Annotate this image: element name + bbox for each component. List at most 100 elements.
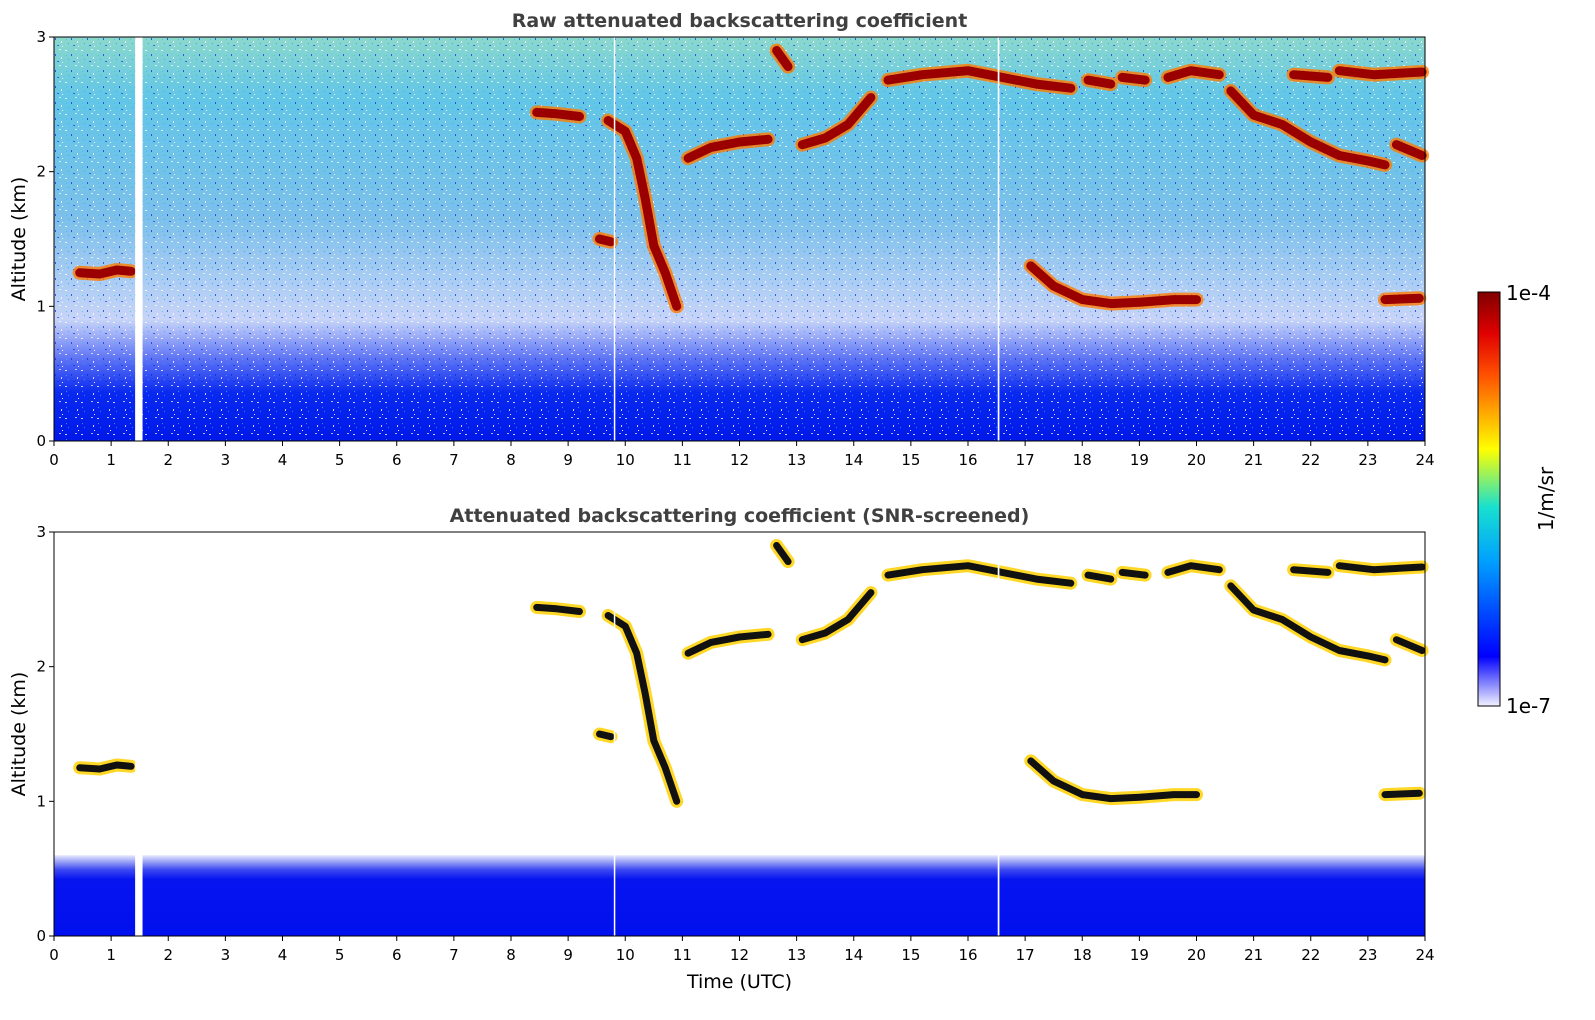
x-tick-label: 2 — [163, 946, 173, 964]
x-tick-label: 3 — [221, 946, 231, 964]
x-tick-label: 1 — [106, 946, 116, 964]
y-tick-label: 1 — [36, 297, 46, 315]
x-tick-label: 22 — [1301, 451, 1320, 469]
x-tick-label: 6 — [392, 946, 402, 964]
cloud-layer — [1227, 582, 1389, 664]
cloud-layer — [596, 730, 615, 741]
data-gap — [613, 532, 616, 936]
raw-backscatter-panel: 0 1 2 3 4 5 6 7 8 9 10 11 12 13 14 15 16 17 18 19 20 21 22 23 24… — [8, 10, 1435, 469]
cloud-layer — [1391, 140, 1427, 160]
x-tick-label: 14 — [844, 946, 863, 964]
cloud-layer — [798, 589, 875, 644]
x-axis-label: Time (UTC) — [686, 971, 792, 993]
x-tick-label: 13 — [787, 451, 806, 469]
cloud-layer — [1381, 789, 1423, 799]
y-tick-label: 2 — [36, 163, 46, 181]
x-tick-label: 4 — [278, 946, 288, 964]
cloud-layer — [1083, 75, 1116, 89]
x-tick-label: 14 — [844, 451, 863, 469]
cloud-layer — [1026, 261, 1201, 309]
screened-backscatter-panel: 0 1 2 3 4 5 6 7 8 9 10 11 12 13 14 15 16 17 18 19 20 21 22 23 24… — [8, 505, 1435, 993]
x-tick-label: 10 — [616, 451, 635, 469]
cloud-layer — [883, 66, 1076, 93]
x-tick-label: 9 — [563, 946, 573, 964]
cloud-layer — [684, 630, 772, 657]
x-tick-label: 13 — [787, 946, 806, 964]
panel-title: Raw attenuated backscattering coefficien… — [512, 10, 968, 32]
y-tick-label: 2 — [36, 658, 46, 676]
x-tick-label: 0 — [49, 451, 59, 469]
data-gap — [135, 532, 143, 936]
x-tick-label: 24 — [1415, 451, 1434, 469]
y-tick-label: 1 — [36, 792, 46, 810]
x-tick-label: 9 — [563, 451, 573, 469]
cloud-layer — [1380, 293, 1424, 305]
cloud-layer — [1289, 70, 1333, 82]
y-tick-label: 0 — [36, 927, 46, 945]
data-gap — [997, 37, 1000, 441]
x-tick-label: 4 — [278, 451, 288, 469]
cloud-layer — [772, 46, 793, 72]
x-tick-label: 12 — [730, 451, 749, 469]
cloud-layer — [683, 134, 773, 163]
y-tick-label: 0 — [36, 432, 46, 450]
x-tick-label: 16 — [958, 451, 977, 469]
colorbar-unit-label: 1/m/sr — [1534, 466, 1558, 531]
x-tick-label: 18 — [1073, 451, 1092, 469]
x-tick-label: 10 — [616, 946, 635, 964]
cloud-layer — [533, 603, 583, 615]
x-tick-label: 16 — [958, 946, 977, 964]
x-tick-label: 1 — [106, 451, 116, 469]
x-tick-label: 2 — [163, 451, 173, 469]
colorbar: 1e-4 1e-7 1/m/sr — [1477, 281, 1558, 718]
cloud-layer — [797, 93, 876, 150]
noise-texture — [54, 37, 1425, 441]
x-tick-label: 8 — [506, 946, 516, 964]
x-tick-label: 3 — [221, 451, 231, 469]
y-tick-label: 3 — [36, 523, 46, 541]
cloud-layer — [1334, 66, 1427, 80]
x-tick-label: 19 — [1130, 946, 1149, 964]
x-tick-label: 11 — [673, 946, 692, 964]
cloud-layer — [76, 761, 135, 773]
x-tick-label: 20 — [1187, 946, 1206, 964]
y-axis-label: Altitude (km) — [8, 177, 30, 302]
cloud-layer — [1226, 86, 1390, 170]
cloud-layer — [75, 265, 136, 279]
x-tick-label: 7 — [449, 451, 459, 469]
colorbar-gradient — [1477, 291, 1501, 707]
y-axis-label: Altitude (km) — [8, 672, 30, 797]
x-tick-label: 21 — [1244, 451, 1263, 469]
x-tick-label: 0 — [49, 946, 59, 964]
cloud-layer — [1163, 66, 1224, 82]
data-gap — [135, 37, 143, 441]
x-tick-label: 11 — [673, 451, 692, 469]
cloud-layer — [595, 234, 616, 247]
cloud-layer — [1084, 571, 1115, 583]
colorbar-min-label: 1e-7 — [1506, 694, 1551, 718]
cloud-layer — [1335, 562, 1426, 574]
x-tick-label: 21 — [1244, 946, 1263, 964]
x-tick-label: 17 — [1016, 946, 1035, 964]
cloud-layer — [773, 542, 792, 566]
x-tick-label: 22 — [1301, 946, 1320, 964]
x-tick-label: 20 — [1187, 451, 1206, 469]
cloud-layer — [1118, 568, 1149, 579]
x-tick-label: 8 — [506, 451, 516, 469]
data-gap — [613, 37, 616, 441]
x-tick-label: 5 — [335, 946, 345, 964]
cloud-layer — [1164, 562, 1223, 576]
x-tick-label: 23 — [1358, 946, 1377, 964]
cloud-layer — [1290, 566, 1332, 576]
x-tick-label: 23 — [1358, 451, 1377, 469]
boundary-layer-signal — [54, 855, 1425, 936]
y-tick-label: 3 — [36, 28, 46, 46]
panel-title: Attenuated backscattering coefficient (S… — [450, 505, 1030, 527]
x-tick-label: 18 — [1073, 946, 1092, 964]
cloud-layer — [604, 612, 681, 805]
x-tick-label: 7 — [449, 946, 459, 964]
cloud-layer — [1392, 636, 1426, 654]
cloud-layer — [1027, 757, 1200, 803]
data-gap — [997, 532, 1000, 936]
